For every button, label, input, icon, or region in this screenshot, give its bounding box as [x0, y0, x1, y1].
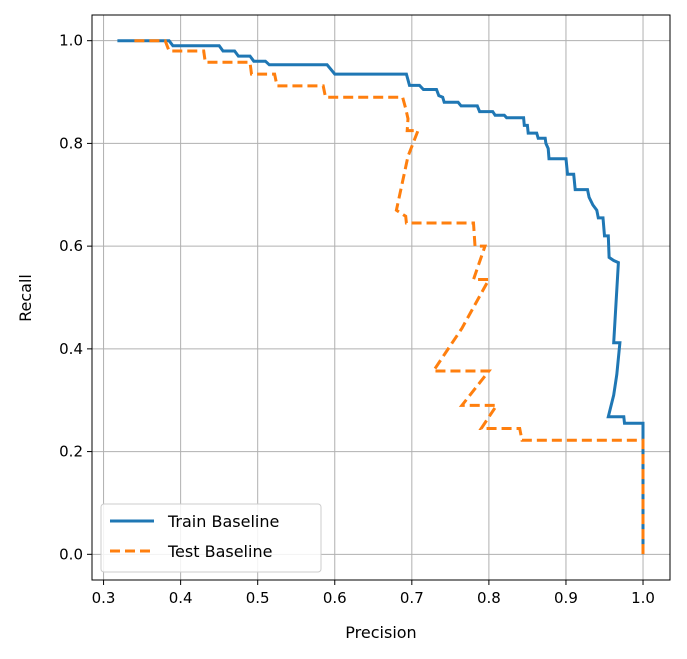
- series-layer: [117, 39, 645, 555]
- x-tick-label: 0.4: [169, 589, 193, 607]
- x-tick-label: 0.5: [246, 589, 270, 607]
- x-tick-label: 0.7: [400, 589, 424, 607]
- ticks: 0.3 0.4 0.5 0.6 0.7 0.8 0.9 1.0 0.0 0.2 0.4 0.6 0.8 1…: [59, 32, 655, 607]
- plot-frame: [91, 14, 671, 581]
- legend-label-train-baseline: Train Baseline: [167, 512, 279, 531]
- series-line-train-baseline: [117, 39, 645, 555]
- legend-box: [100, 503, 322, 573]
- x-axis-label: Precision: [345, 623, 416, 642]
- legend: Train Baseline Test Baseline: [100, 503, 322, 573]
- x-tick-label: 0.9: [554, 589, 578, 607]
- y-tick-label: 0.8: [59, 134, 83, 152]
- y-axis-label: Recall: [16, 274, 35, 322]
- series-line-test-baseline: [134, 39, 645, 555]
- y-tick-label: 0.4: [59, 340, 83, 358]
- y-tick-label: 0.2: [59, 443, 83, 461]
- x-tick-label: 1.0: [631, 589, 655, 607]
- y-tick-label: 1.0: [59, 32, 83, 50]
- x-tick-label: 0.8: [477, 589, 501, 607]
- y-tick-label: 0.6: [59, 237, 83, 255]
- x-tick-label: 0.3: [92, 589, 116, 607]
- y-tick-label: 0.0: [59, 545, 83, 563]
- legend-label-test-baseline: Test Baseline: [167, 542, 272, 561]
- x-tick-label: 0.6: [323, 589, 347, 607]
